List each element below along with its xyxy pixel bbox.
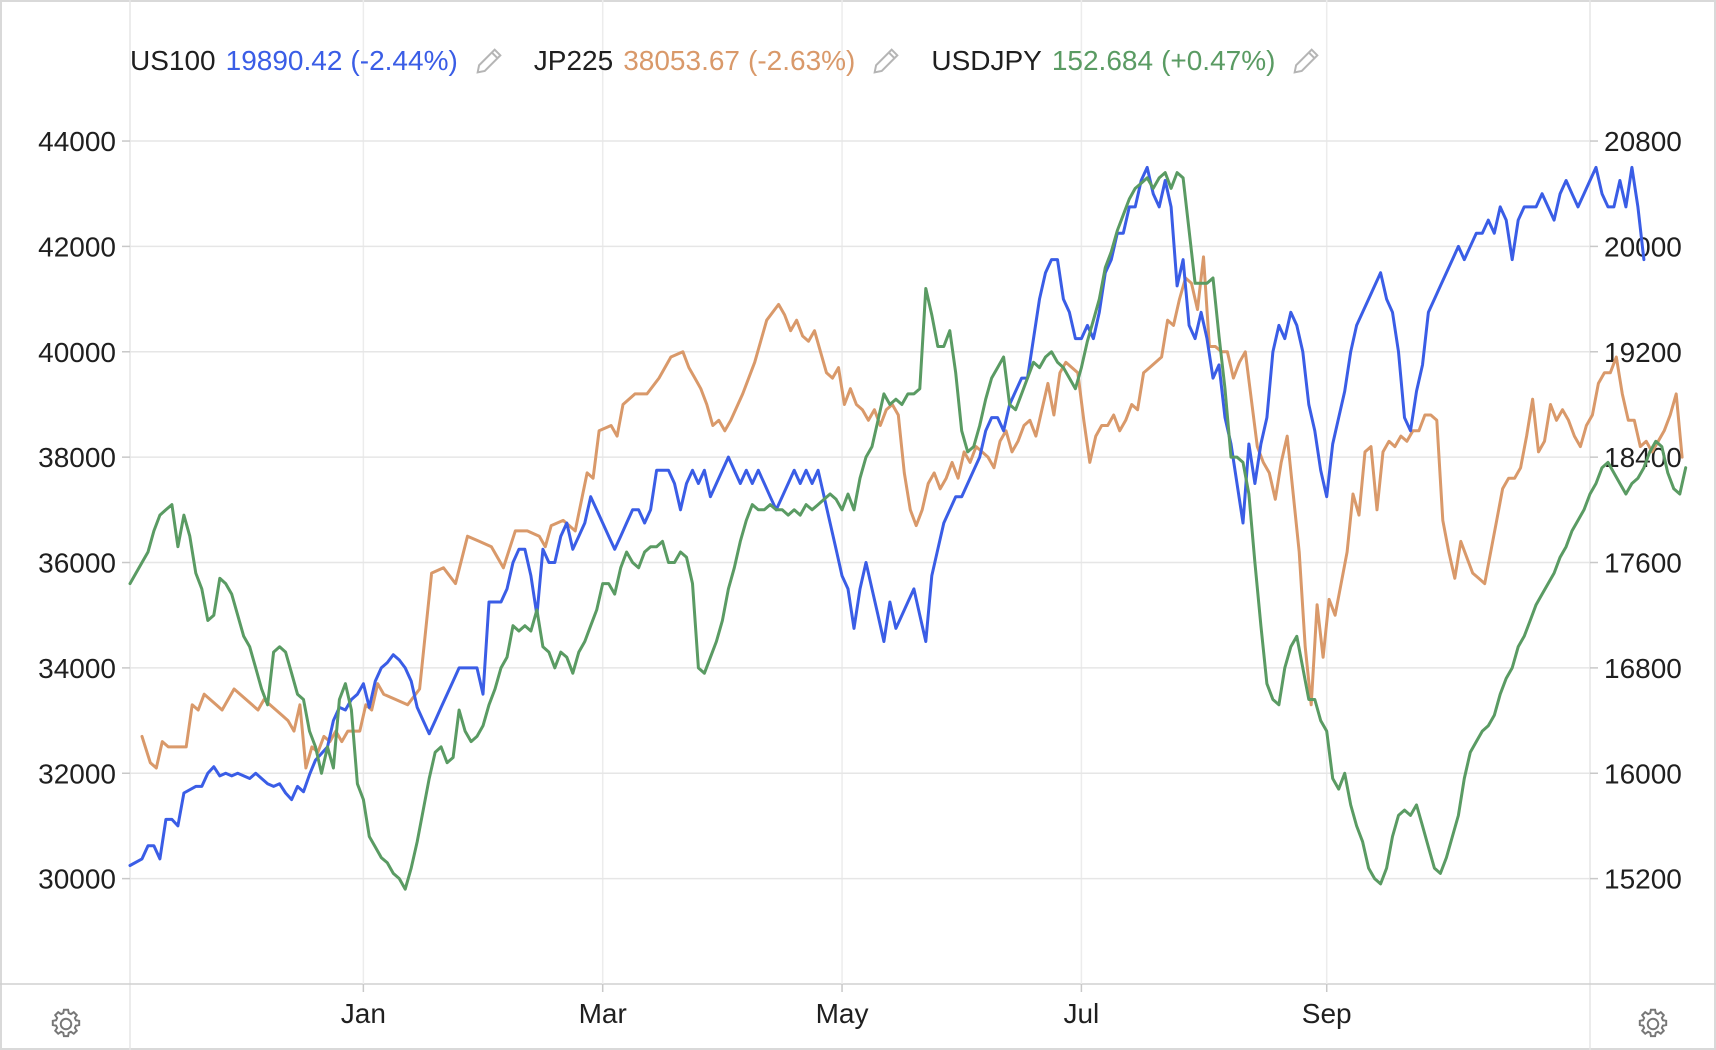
y-tick-label-right: 17600 xyxy=(1604,548,1682,579)
y-tick-label-left: 42000 xyxy=(38,231,116,262)
series-line-us100 xyxy=(128,165,1646,867)
x-tick-label: Sep xyxy=(1302,998,1352,1029)
legend-change: (-2.44%) xyxy=(350,45,458,76)
y-tick-label-right: 16000 xyxy=(1604,758,1682,789)
legend-symbol: USDJPY xyxy=(931,45,1042,76)
series-line-usdjpy xyxy=(128,171,1688,891)
series-line-jp225 xyxy=(140,255,1684,770)
gear-icon[interactable] xyxy=(1635,1006,1671,1042)
legend-price: 19890.42 xyxy=(225,45,343,76)
y-tick-label-left: 40000 xyxy=(38,337,116,368)
legend-item-us100[interactable]: US100 19890.42 (-2.44%) xyxy=(130,44,506,78)
y-tick-label-right: 20800 xyxy=(1604,126,1682,157)
y-tick-label-right: 19200 xyxy=(1604,337,1682,368)
legend-item-usdjpy[interactable]: USDJPY 152.684 (+0.47%) xyxy=(931,44,1323,78)
y-tick-label-left: 36000 xyxy=(38,548,116,579)
y-tick-label-right: 16800 xyxy=(1604,653,1682,684)
x-tick-label: Jul xyxy=(1063,998,1099,1029)
x-tick-label: Mar xyxy=(579,998,627,1029)
pencil-icon[interactable] xyxy=(472,44,506,78)
legend-symbol: JP225 xyxy=(533,45,614,76)
y-tick-label-left: 32000 xyxy=(38,758,116,789)
legend-change: (+0.47%) xyxy=(1161,45,1276,76)
legend-price: 152.684 xyxy=(1051,45,1154,76)
legend-item-jp225[interactable]: JP225 38053.67 (-2.63%) xyxy=(534,44,904,78)
y-tick-label-left: 34000 xyxy=(38,653,116,684)
pencil-icon[interactable] xyxy=(1289,44,1323,78)
legend-price: 38053.67 xyxy=(623,45,740,76)
gear-icon[interactable] xyxy=(48,1006,84,1042)
legend: US100 19890.42 (-2.44%) JP225 38053.67 (… xyxy=(130,44,1351,78)
y-tick-label-left: 44000 xyxy=(38,126,116,157)
y-tick-label-left: 30000 xyxy=(38,864,116,895)
y-tick-label-left: 38000 xyxy=(38,442,116,473)
x-tick-label: Jan xyxy=(341,998,386,1029)
legend-change: (-2.63%) xyxy=(748,45,856,76)
legend-symbol: US100 xyxy=(130,45,216,76)
y-tick-label-right: 15200 xyxy=(1604,864,1682,895)
x-tick-label: May xyxy=(816,998,869,1029)
pencil-icon[interactable] xyxy=(869,44,903,78)
